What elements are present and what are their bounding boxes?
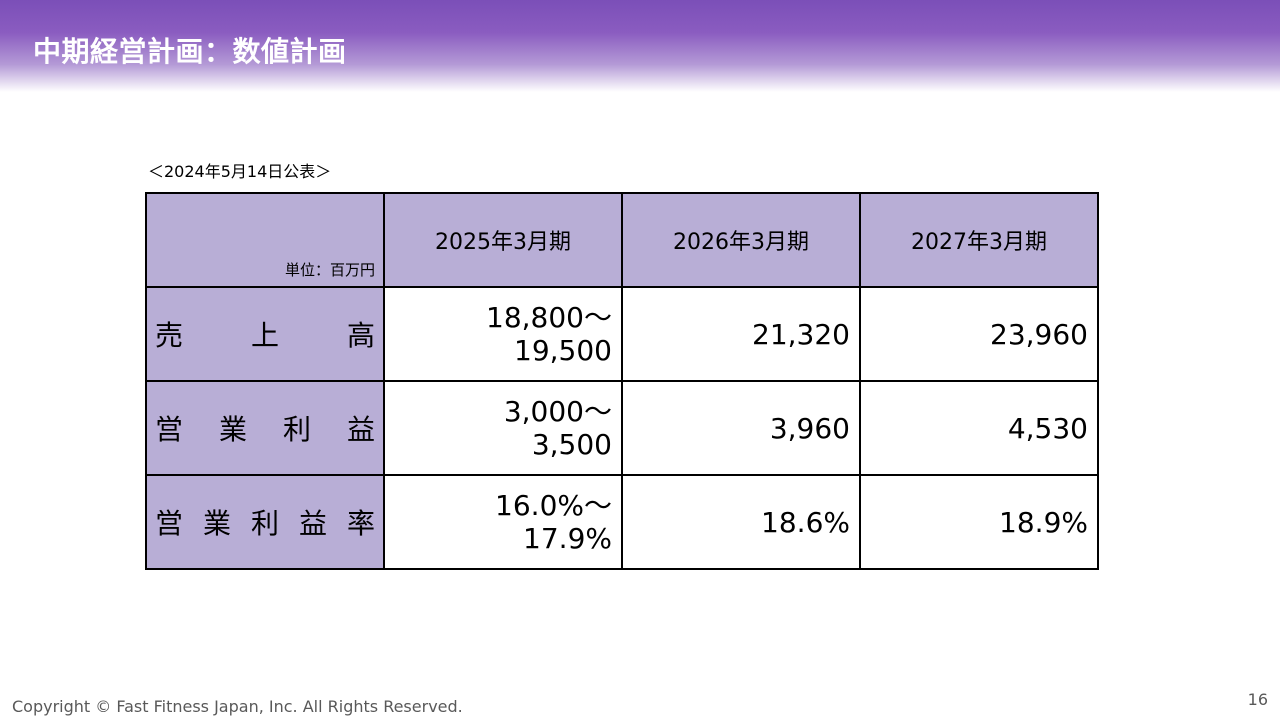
table-cell: 18,800～ 19,500 xyxy=(383,286,623,382)
row-label-char: 売 xyxy=(155,319,184,352)
unit-cell: 単位：百万円 xyxy=(145,192,385,288)
cell-line: 18,800～ xyxy=(486,301,612,334)
row-label-operating-margin: 営 業 利 益 率 xyxy=(145,474,385,570)
table-row: 売 上 高 18,800～ 19,500 21,320 23,960 xyxy=(145,286,1099,382)
column-header: 2026年3月期 xyxy=(621,192,861,288)
cell-line: 4,530 xyxy=(1007,411,1088,445)
row-label-char: 上 xyxy=(250,319,279,352)
row-label-char: 営 xyxy=(155,507,184,540)
table-header-row: 単位：百万円 2025年3月期 2026年3月期 2027年3月期 xyxy=(145,192,1099,288)
row-label-char: 利 xyxy=(282,413,311,446)
column-header: 2027年3月期 xyxy=(859,192,1099,288)
cell-line: 21,320 xyxy=(752,317,850,351)
row-label-char: 業 xyxy=(218,413,247,446)
table-cell: 3,960 xyxy=(621,380,861,476)
cell-line: 16.0%～ xyxy=(495,489,612,522)
table-cell: 23,960 xyxy=(859,286,1099,382)
cell-line: 17.9% xyxy=(523,522,612,555)
column-header: 2025年3月期 xyxy=(383,192,623,288)
table-row: 営 業 利 益 率 16.0%～ 17.9% 18.6% 18.9% xyxy=(145,474,1099,570)
table-row: 営 業 利 益 3,000～ 3,500 3,960 4,530 xyxy=(145,380,1099,476)
page-number: 16 xyxy=(1247,690,1268,709)
cell-line: 3,960 xyxy=(769,411,850,445)
cell-line: 18.9% xyxy=(999,505,1088,539)
row-label-char: 率 xyxy=(346,507,375,540)
table-cell: 18.6% xyxy=(621,474,861,570)
row-label-char: 高 xyxy=(346,319,375,352)
table-cell: 18.9% xyxy=(859,474,1099,570)
cell-line: 23,960 xyxy=(990,317,1088,351)
slide-title: 中期経営計画：数値計画 xyxy=(33,35,347,68)
publication-date-note: ＜2024年5月14日公表＞ xyxy=(148,162,332,181)
cell-line: 3,500 xyxy=(531,428,612,461)
row-label-sales: 売 上 高 xyxy=(145,286,385,382)
table-cell: 16.0%～ 17.9% xyxy=(383,474,623,570)
financial-plan-table: 単位：百万円 2025年3月期 2026年3月期 2027年3月期 売 上 高 … xyxy=(145,192,1099,570)
cell-line: 19,500 xyxy=(514,334,612,367)
row-label-char: 利 xyxy=(250,507,279,540)
table-cell: 3,000～ 3,500 xyxy=(383,380,623,476)
table-cell: 21,320 xyxy=(621,286,861,382)
row-label-char: 益 xyxy=(346,413,375,446)
table-cell: 4,530 xyxy=(859,380,1099,476)
row-label-char: 益 xyxy=(298,507,327,540)
header-bar: 中期経営計画：数値計画 xyxy=(0,0,1280,92)
row-label-char: 営 xyxy=(155,413,184,446)
row-label-char: 業 xyxy=(202,507,231,540)
copyright-notice: Copyright © Fast Fitness Japan, Inc. All… xyxy=(12,697,463,716)
cell-line: 3,000～ xyxy=(503,395,612,428)
cell-line: 18.6% xyxy=(761,505,850,539)
row-label-operating-profit: 営 業 利 益 xyxy=(145,380,385,476)
unit-label: 単位：百万円 xyxy=(284,261,375,279)
